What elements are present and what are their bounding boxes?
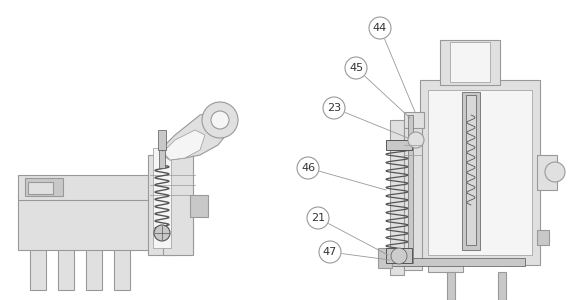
Bar xyxy=(404,112,424,128)
Bar xyxy=(404,125,422,270)
Bar xyxy=(58,248,74,290)
Bar xyxy=(25,178,63,196)
Bar xyxy=(153,148,171,248)
Bar xyxy=(386,248,412,263)
Bar xyxy=(18,195,193,250)
Bar xyxy=(378,248,392,268)
Bar xyxy=(440,40,500,85)
Bar xyxy=(462,92,480,250)
Bar xyxy=(498,272,506,300)
Bar xyxy=(466,95,476,245)
Text: 45: 45 xyxy=(349,63,363,73)
Bar xyxy=(163,150,193,255)
Circle shape xyxy=(408,132,424,148)
Bar xyxy=(408,115,413,263)
Circle shape xyxy=(202,102,238,138)
Bar xyxy=(420,80,540,265)
Circle shape xyxy=(154,225,170,241)
Circle shape xyxy=(211,111,229,129)
Bar xyxy=(386,140,412,150)
Text: 47: 47 xyxy=(323,247,337,257)
Bar xyxy=(404,128,411,142)
Circle shape xyxy=(345,57,367,79)
Bar xyxy=(158,130,166,150)
Text: 23: 23 xyxy=(327,103,341,113)
Bar xyxy=(390,120,404,275)
Bar xyxy=(450,42,490,82)
Circle shape xyxy=(545,162,565,182)
Circle shape xyxy=(307,207,329,229)
Text: 21: 21 xyxy=(311,213,325,223)
Bar xyxy=(30,248,46,290)
Bar xyxy=(428,262,463,272)
Bar xyxy=(537,230,549,245)
Circle shape xyxy=(391,248,407,264)
Bar xyxy=(18,175,153,200)
Polygon shape xyxy=(162,110,230,160)
Bar xyxy=(28,182,53,194)
Circle shape xyxy=(369,17,391,39)
Circle shape xyxy=(297,157,319,179)
Bar xyxy=(190,195,208,217)
Bar xyxy=(148,155,176,255)
Bar xyxy=(380,258,525,266)
Text: 44: 44 xyxy=(373,23,387,33)
Bar xyxy=(447,272,455,300)
Bar xyxy=(428,90,532,255)
Bar xyxy=(159,148,165,168)
Polygon shape xyxy=(163,130,205,160)
Circle shape xyxy=(319,241,341,263)
Bar xyxy=(86,248,102,290)
Circle shape xyxy=(323,97,345,119)
Bar xyxy=(537,155,557,190)
Bar xyxy=(114,248,130,290)
Text: 46: 46 xyxy=(301,163,315,173)
